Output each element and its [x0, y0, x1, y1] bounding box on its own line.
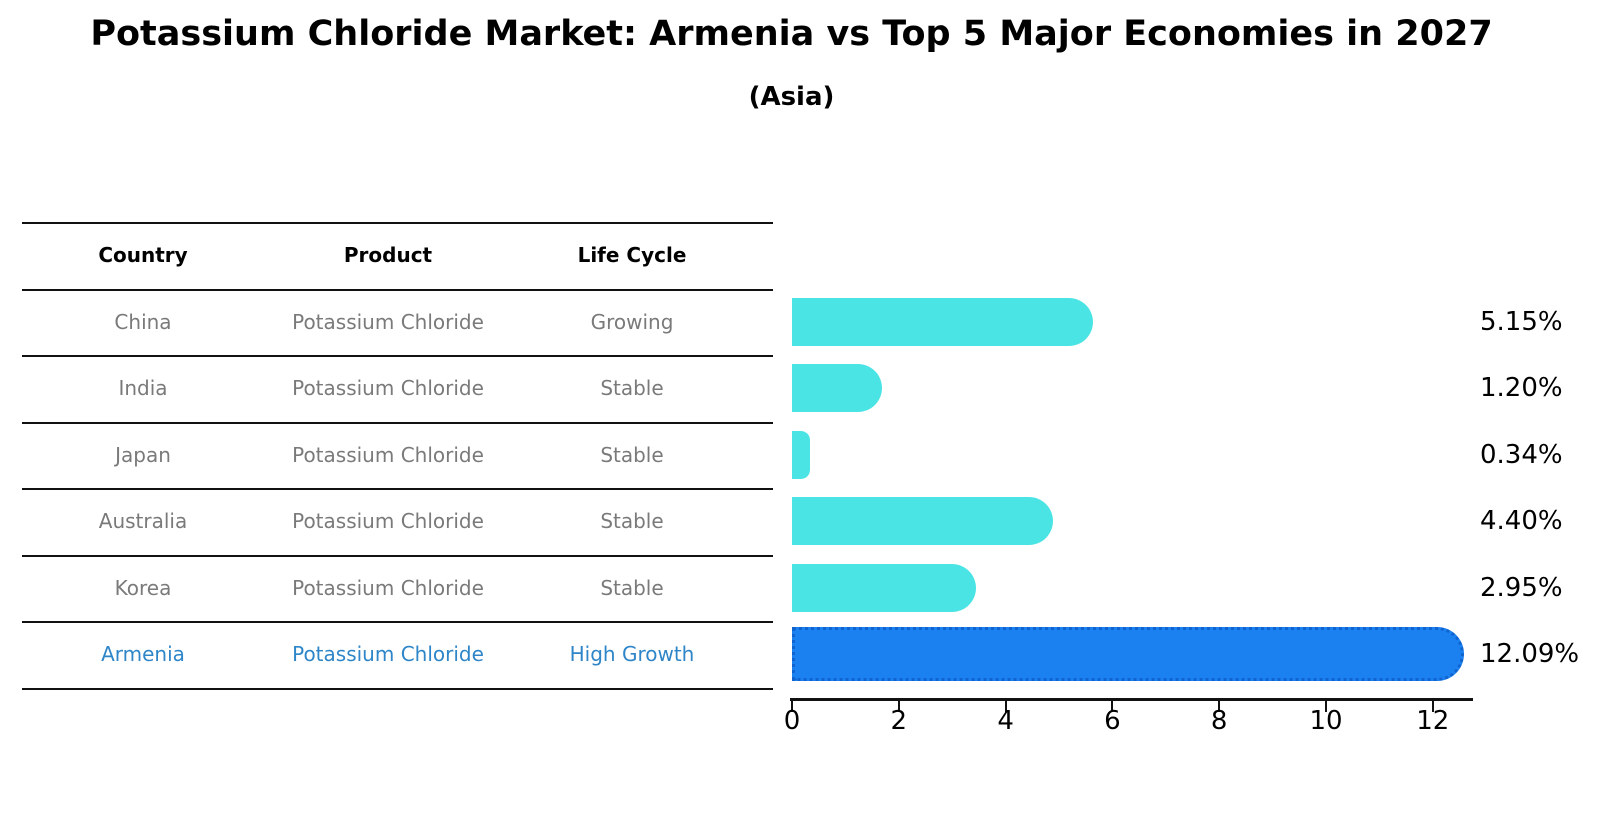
table-cell-country: Japan [115, 442, 171, 467]
x-axis-tick-label: 2 [890, 706, 908, 736]
value-label-armenia: 12.09% [1480, 639, 1580, 670]
table-cell-country: India [118, 376, 168, 401]
bar-armenia [792, 627, 1464, 682]
value-label-india: 1.20% [1480, 373, 1563, 404]
x-axis-tick [791, 701, 793, 712]
table-cell-product: Potassium Chloride [292, 442, 484, 467]
x-axis-tick [1111, 701, 1114, 712]
x-axis-tick [1004, 701, 1007, 712]
table-cell-country: China [114, 309, 172, 334]
table-cell-life_cycle: High Growth [569, 642, 695, 667]
table-cell-product: Potassium Chloride [292, 642, 484, 667]
table-cell-product: Potassium Chloride [292, 509, 484, 534]
x-axis-tick [1431, 701, 1434, 712]
table-cell-life_cycle: Stable [600, 376, 664, 401]
table-cell-product: Potassium Chloride [292, 376, 484, 401]
x-axis-tick-label: 0 [783, 706, 801, 736]
bar-korea [792, 563, 976, 612]
table-header-life_cycle: Life Cycle [577, 243, 687, 268]
bar-india [792, 364, 883, 413]
table-separator-line [22, 621, 773, 623]
table-cell-country: Australia [98, 509, 188, 534]
chart-title: Potassium Chloride Market: Armenia vs To… [90, 14, 1493, 54]
table-cell-life_cycle: Growing [590, 309, 674, 334]
table-separator-line [22, 355, 773, 357]
table-separator-line [22, 554, 773, 557]
table-cell-country: Armenia [101, 642, 185, 667]
x-axis-tick [897, 701, 900, 712]
value-label-japan: 0.34% [1480, 439, 1563, 470]
x-axis-tick-label: 8 [1210, 706, 1228, 736]
value-label-australia: 4.40% [1480, 506, 1563, 537]
x-axis-tick [1325, 701, 1327, 712]
table-cell-life_cycle: Stable [600, 442, 664, 467]
table-cell-country: Korea [114, 575, 172, 600]
chart-subtitle: (Asia) [748, 82, 835, 112]
table-cell-life_cycle: Stable [600, 509, 664, 534]
x-axis-tick-label: 6 [1104, 706, 1121, 736]
table-header-country: Country [98, 243, 188, 268]
table-separator-line [22, 222, 773, 224]
bar-china [792, 297, 1093, 346]
x-axis-tick-label: 10 [1309, 706, 1343, 736]
table-separator-line [22, 288, 773, 291]
value-label-china: 5.15% [1480, 306, 1563, 337]
bar-japan [792, 430, 811, 479]
table-separator-line [22, 687, 773, 690]
table-cell-life_cycle: Stable [600, 575, 664, 600]
table-separator-line [22, 488, 773, 490]
table-separator-line [22, 421, 773, 424]
x-axis-tick-label: 4 [997, 706, 1014, 736]
x-axis-tick-label: 12 [1416, 706, 1450, 736]
table-cell-product: Potassium Chloride [292, 575, 484, 600]
table-header-product: Product [343, 243, 433, 268]
x-axis-tick [1218, 701, 1221, 712]
table-cell-product: Potassium Chloride [292, 309, 484, 334]
x-axis-line [790, 698, 1473, 701]
value-label-korea: 2.95% [1480, 572, 1563, 603]
bar-australia [792, 497, 1053, 546]
